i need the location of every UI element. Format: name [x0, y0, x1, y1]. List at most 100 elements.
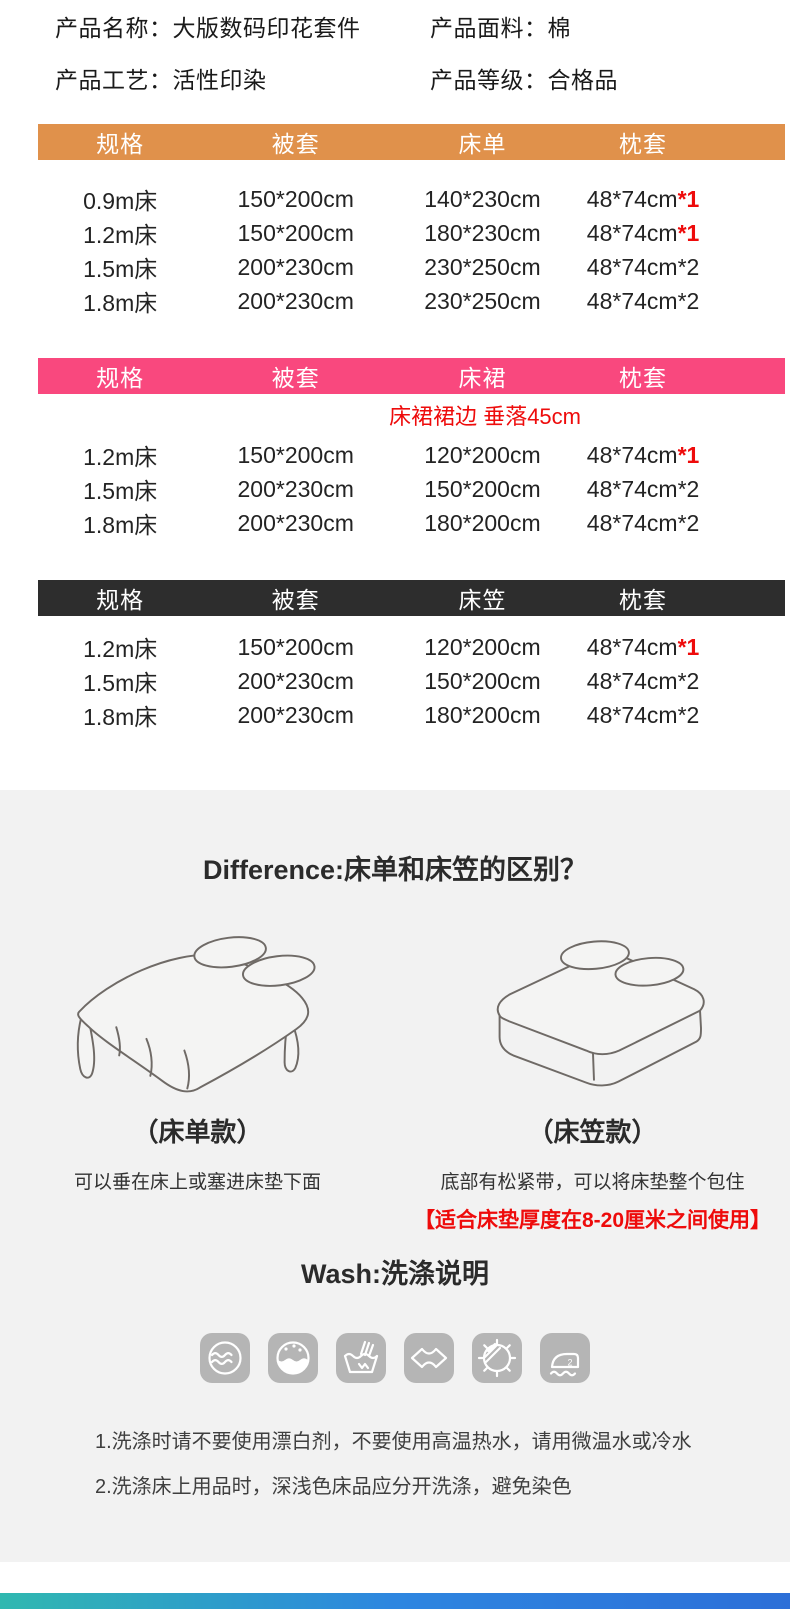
no-wring-icon	[404, 1333, 454, 1383]
pillowcase-size: 48*74cm	[586, 287, 678, 314]
hand-wash-icon	[336, 1333, 386, 1383]
header-cell-pillow: 枕套	[619, 587, 668, 613]
table-row: 1.5m床 200*230cm 150*200cm 48*74cm*2	[38, 664, 785, 698]
cell-duvet-cover: 200*230cm	[237, 253, 354, 280]
product-info-row: 产品工艺：活性印染 产品等级：合格品	[55, 52, 790, 104]
pillowcase-size: 48*74cm	[586, 219, 678, 246]
cell-item: 230*250cm	[424, 253, 541, 280]
cell-spec: 1.2m床	[83, 636, 158, 662]
cell-pillowcase: 48*74cm*2	[576, 288, 710, 315]
cell-duvet-cover: 150*200cm	[237, 633, 354, 660]
fitted-sheet-desc: 底部有松紧带，可以将床垫整个包住	[440, 1172, 745, 1193]
flat-sheet-column: （床单款） 可以垂在床上或塞进床垫下面	[0, 926, 395, 1234]
pillowcase-qty: *1	[677, 219, 700, 246]
table-row: 1.2m床 150*200cm 120*200cm 48*74cm*1	[38, 438, 785, 472]
header-cell-fitted: 床笠	[458, 587, 507, 613]
table-row: 1.8m床 200*230cm 180*200cm 48*74cm*2	[38, 506, 785, 540]
pillowcase-size: 48*74cm	[586, 253, 678, 280]
pillowcase-qty: *1	[677, 185, 700, 212]
table-row: 1.5m床 200*230cm 150*200cm 48*74cm*2	[38, 472, 785, 506]
product-info: 产品名称：大版数码印花套件 产品面料：棉 产品工艺：活性印染 产品等级：合格品	[0, 0, 790, 104]
table-row: 1.2m床 150*200cm 120*200cm 48*74cm*1	[38, 630, 785, 664]
cell-pillowcase: 48*74cm*2	[576, 702, 710, 729]
product-name: 产品名称：大版数码印花套件	[55, 15, 361, 41]
bed-skirt-table: 规格 被套 床裙 枕套 床裙裙边 垂落45cm 1.2m床 150*200cm 12…	[38, 358, 785, 540]
cell-spec: 1.5m床	[83, 478, 158, 504]
cell-pillowcase: 48*74cm*2	[576, 668, 710, 695]
fitted-sheet-column: （床笠款） 底部有松紧带，可以将床垫整个包住 【适合床垫厚度在8-20厘米之间使…	[395, 926, 790, 1234]
cell-duvet-cover: 150*200cm	[237, 441, 354, 468]
pillowcase-size: 48*74cm	[586, 509, 678, 536]
size-spec-tables: 规格 被套 床单 枕套 0.9m床 150*200cm 140*230cm 48*74…	[0, 124, 790, 732]
product-info-row: 产品名称：大版数码印花套件 产品面料：棉	[55, 0, 790, 52]
pillowcase-qty: *2	[677, 509, 700, 536]
pillowcase-size: 48*74cm	[586, 667, 678, 694]
sheet-set-table: 规格 被套 床单 枕套 0.9m床 150*200cm 140*230cm 48*74…	[38, 124, 785, 318]
cell-pillowcase: 48*74cm*2	[576, 510, 710, 537]
cell-item: 140*230cm	[424, 185, 541, 212]
header-cell-duvet: 被套	[271, 365, 320, 391]
mattress-with-fitted-sheet-illustration	[496, 940, 705, 1087]
cell-spec: 1.2m床	[83, 222, 158, 248]
pillowcase-qty: *1	[677, 633, 700, 660]
table-row: 0.9m床 150*200cm 140*230cm 48*74cm*1	[38, 182, 785, 216]
pillowcase-size: 48*74cm	[586, 475, 678, 502]
bedskirt-drop-note-row: 床裙裙边 垂落45cm	[38, 398, 785, 432]
product-fabric: 产品面料：棉	[430, 15, 571, 41]
pillowcase-qty: *2	[677, 475, 700, 502]
no-bleach-icon	[268, 1333, 318, 1383]
iron-medium-heat-icon: 2	[540, 1333, 590, 1383]
header-cell-bedskirt: 床裙	[458, 365, 507, 391]
cell-pillowcase: 48*74cm*1	[576, 442, 710, 469]
pillowcase-size: 48*74cm	[586, 633, 678, 660]
cell-duvet-cover: 150*200cm	[237, 185, 354, 212]
footer-gradient-bar	[0, 1593, 790, 1609]
flat-sheet-label: （床单款）	[132, 1117, 263, 1147]
cell-pillowcase: 48*74cm*2	[576, 254, 710, 281]
pillowcase-size: 48*74cm	[586, 701, 678, 728]
table-header: 规格 被套 床笠 枕套	[38, 580, 785, 616]
pillowcase-size: 48*74cm	[586, 441, 678, 468]
table-row: 1.2m床 150*200cm 180*230cm 48*74cm*1	[38, 216, 785, 250]
flat-sheet-desc: 可以垂在床上或塞进床垫下面	[73, 1172, 321, 1193]
cell-item: 150*200cm	[424, 667, 541, 694]
bed-with-flat-sheet-illustration	[76, 936, 316, 1093]
cell-duvet-cover: 200*230cm	[237, 509, 354, 536]
cell-spec: 1.5m床	[83, 256, 158, 282]
header-cell-spec: 规格	[96, 131, 145, 157]
cell-spec: 1.8m床	[83, 290, 158, 316]
wash-note-line: 2.洗涤床上用品时，深浅色床品应分开洗涤，避免染色	[95, 1476, 572, 1498]
product-craft: 产品工艺：活性印染	[55, 67, 267, 93]
table-body: 0.9m床 150*200cm 140*230cm 48*74cm*1 1.2m床 150…	[38, 160, 785, 318]
cell-duvet-cover: 200*230cm	[237, 667, 354, 694]
pillowcase-qty: *2	[677, 287, 700, 314]
header-cell-duvet: 被套	[271, 587, 320, 613]
wash-note-line: 1.洗涤时请不要使用漂白剂，不要使用高温热水，请用微温水或冷水	[95, 1431, 692, 1453]
difference-and-wash-section: Difference:床单和床笠的区别？ （床单款）	[0, 790, 790, 1562]
cell-spec: 1.5m床	[83, 670, 158, 696]
table-row: 1.8m床 200*230cm 180*200cm 48*74cm*2	[38, 698, 785, 732]
pillowcase-qty: *1	[677, 441, 700, 468]
pillowcase-qty: *2	[677, 701, 700, 728]
cell-item: 150*200cm	[424, 475, 541, 502]
svg-text:2: 2	[567, 1358, 572, 1368]
fitted-sheet-table: 规格 被套 床笠 枕套 1.2m床 150*200cm 120*200cm 48*74…	[38, 580, 785, 732]
cell-duvet-cover: 200*230cm	[237, 475, 354, 502]
wash-icons-row: 2	[0, 1332, 790, 1384]
header-cell-duvet: 被套	[271, 131, 320, 157]
product-grade: 产品等级：合格品	[430, 67, 618, 93]
cell-item: 180*230cm	[424, 219, 541, 246]
mattress-thickness-note: 【适合床垫厚度在8-20厘米之间使用】	[413, 1209, 772, 1232]
cell-spec: 1.8m床	[83, 512, 158, 538]
cell-spec: 0.9m床	[83, 188, 158, 214]
cell-spec: 1.2m床	[83, 444, 158, 470]
pillowcase-qty: *2	[677, 667, 700, 694]
wash-title: Wash:洗涤说明	[301, 1259, 489, 1289]
cell-pillowcase: 48*74cm*1	[576, 634, 710, 661]
header-cell-spec: 规格	[96, 365, 145, 391]
cell-item: 180*200cm	[424, 509, 541, 536]
pillowcase-qty: *2	[677, 253, 700, 280]
machine-wash-icon	[200, 1333, 250, 1383]
no-tumble-dry-icon	[472, 1333, 522, 1383]
